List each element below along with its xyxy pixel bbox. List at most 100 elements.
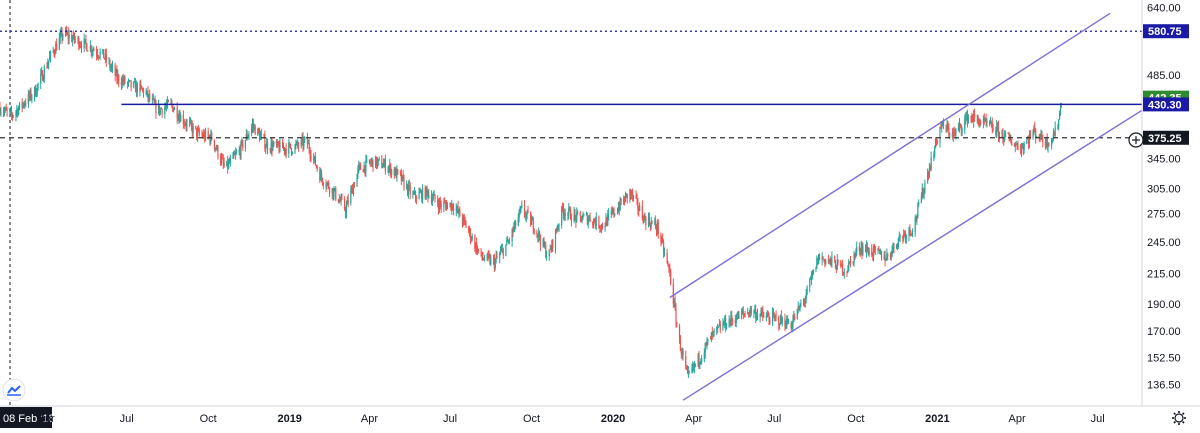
candle-body [21,102,23,107]
candle-body [266,142,268,148]
candle-body [905,235,907,239]
candle-body [469,229,472,240]
candle-body [322,183,324,186]
candle-body [586,214,588,224]
candle-body [393,169,395,176]
candle-body [483,258,485,260]
candle-body [728,319,730,328]
candle-body [42,78,45,81]
candle-body [114,65,116,76]
candle-body [437,204,440,210]
candle-body [294,145,296,153]
tradingview-logo-icon[interactable] [2,378,26,402]
candle-body [297,141,299,146]
candle-body [638,209,640,211]
candle-body [461,216,464,224]
candle-body [763,315,765,318]
candle-body [371,159,373,162]
candle-body [253,126,255,128]
candle-body [375,156,377,168]
candle-body [530,212,532,225]
candle-body [676,323,678,326]
candle-body [285,148,287,154]
candle-body [544,245,546,247]
candle-body [740,312,743,314]
candle-body [345,204,348,214]
candle-body [333,190,335,197]
candle-body [474,236,476,249]
settings-gear-icon[interactable] [1172,411,1186,425]
price-flag [1143,97,1189,112]
candle-body [257,128,259,135]
candle-body [918,202,920,205]
candle-body [95,50,98,55]
candle-body [774,315,776,317]
candle-body [942,121,945,126]
candle-body [196,128,198,137]
crosshair-plus-icon[interactable] [1128,132,1144,148]
candle-body [667,261,669,266]
candle-body [476,248,479,253]
candle-body [54,53,56,55]
candle-body [271,142,273,151]
candle-body [688,371,690,373]
candle-body [816,258,818,269]
time-axis[interactable] [0,406,1142,428]
candle-body [656,222,658,231]
candle-body [616,211,619,214]
candle-body [196,130,199,137]
candle-body [928,168,930,176]
candle-body [614,213,616,215]
candle-body [662,238,664,243]
price-axis[interactable] [1142,0,1200,428]
candle-body [202,135,204,138]
candle-body [378,159,380,160]
candle-body [72,33,75,39]
candle-body [152,98,154,100]
time-cursor-label: 08 Feb '18 [3,413,55,425]
candle-body [629,189,631,199]
candle-body [661,238,663,242]
candle-body [103,58,106,59]
candle-body [588,216,590,220]
drawings-layer [0,12,1143,401]
candle-body [899,236,901,237]
candle-body [949,133,951,135]
candle-body [56,44,58,50]
candle-body [220,157,222,163]
candle-body [532,219,534,231]
candle-body [325,185,327,187]
candle-body [1011,142,1013,146]
candle-body [592,219,595,225]
candle-body [672,283,674,304]
candle-body [402,175,404,178]
candle-body [970,116,972,118]
candle-body [642,218,644,223]
candle-body [674,300,676,309]
candle-body [1026,139,1028,144]
candle-body [450,202,452,210]
candle-body [364,165,366,173]
candle-body [865,245,868,252]
price-tick-label: 640.00 [1147,3,1181,15]
candle-body [136,84,138,93]
candle-body [929,168,931,170]
candle-body [649,223,651,228]
candle-body [961,130,963,131]
candle-body [216,146,218,150]
candle-body [790,323,792,328]
candle-body [340,197,342,202]
candle-body [166,100,169,106]
candle-body [552,240,554,249]
candle-body [772,312,775,315]
candle-body [370,161,372,164]
candle-body [375,156,378,167]
candle-body [140,83,142,87]
candle-body [709,338,712,340]
candle-body [315,165,317,167]
candle-body [556,229,558,231]
candle-body [252,123,254,128]
candle-body [1058,119,1060,126]
